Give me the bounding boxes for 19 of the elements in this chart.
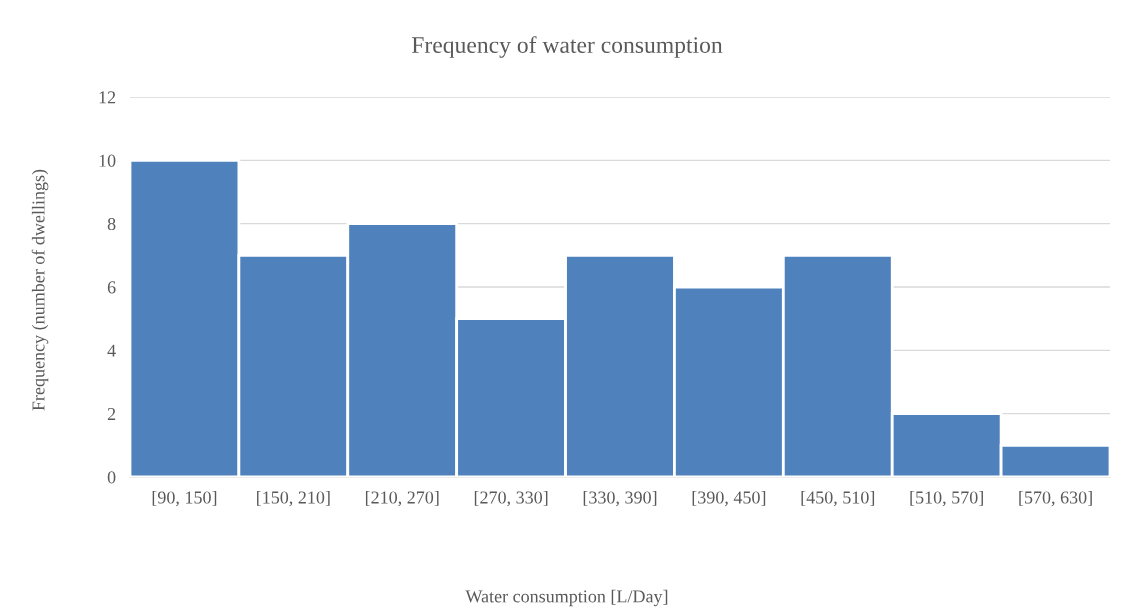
x-tick-label: [450, 510] [801, 490, 875, 507]
x-tick-label: [390, 450] [692, 490, 766, 507]
x-tick-label: [330, 390] [583, 490, 657, 507]
x-tick-label: [570, 630] [1019, 490, 1092, 507]
y-tick-label: 0 [107, 471, 116, 484]
x-tick-label: [150, 210] [257, 490, 330, 507]
y-axis-title: Frequency (number of dwellings) [31, 169, 49, 411]
y-tick-label: 2 [107, 407, 116, 420]
y-tick-label: 8 [107, 217, 116, 231]
x-tick-label: [510, 570] [910, 490, 983, 507]
x-tick-label: [210, 270] [365, 490, 439, 507]
x-tick-label: [90, 150] [152, 490, 217, 507]
y-tick-label: 4 [107, 344, 116, 357]
x-tick-label: [270, 330] [474, 490, 548, 507]
y-tick-label: 6 [107, 281, 116, 294]
chart-title: Frequency of water consumption [411, 36, 723, 58]
y-tick-label: 12 [99, 91, 116, 104]
y-tick-label: 10 [99, 154, 116, 167]
x-axis-title: Water consumption [L/Day] [465, 589, 668, 607]
